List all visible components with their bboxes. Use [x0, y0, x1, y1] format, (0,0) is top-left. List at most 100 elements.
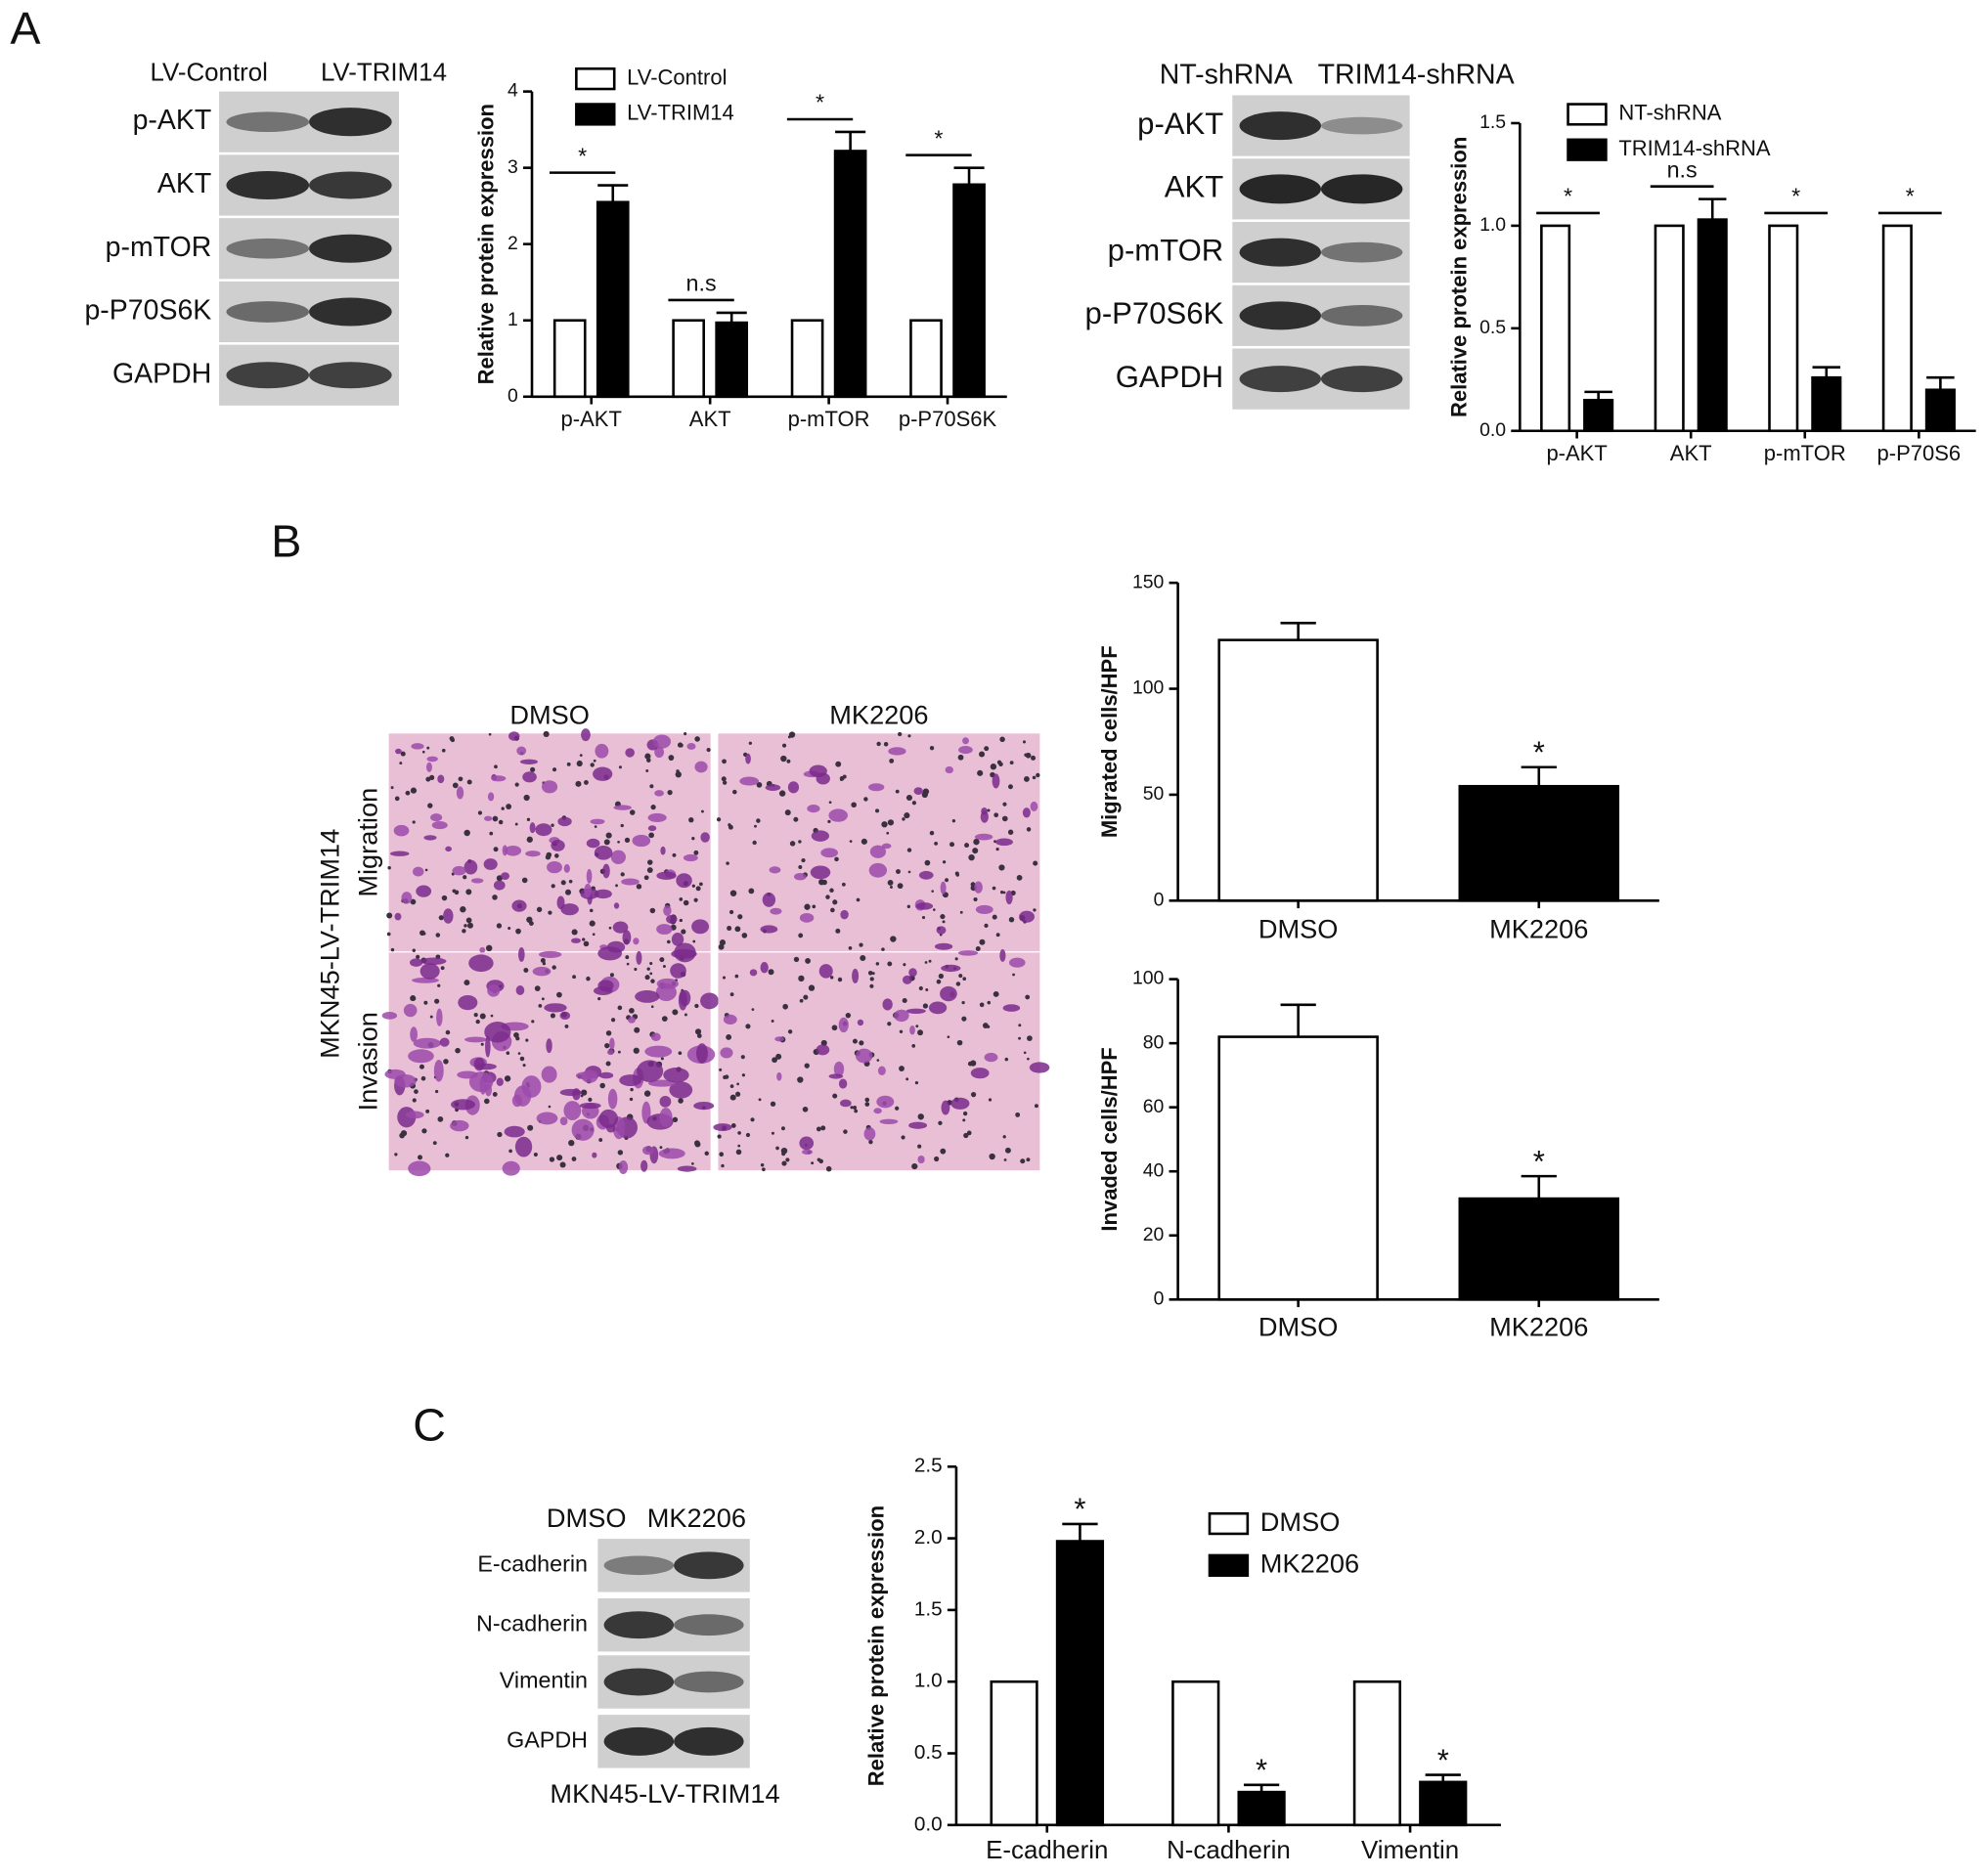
pore	[506, 1051, 510, 1055]
pore	[726, 1034, 732, 1040]
pore	[724, 1074, 729, 1079]
blot-band	[226, 238, 310, 259]
y-tick-label: 60	[1143, 1096, 1165, 1117]
blot-row-label: E-cadherin	[477, 1550, 588, 1576]
pore	[905, 794, 912, 802]
pore	[798, 865, 803, 869]
bar	[1540, 224, 1571, 433]
cell	[999, 948, 1006, 962]
cell	[656, 871, 677, 880]
pore	[962, 977, 967, 982]
micrograph	[388, 733, 711, 952]
cell	[436, 1008, 443, 1026]
pore	[545, 854, 552, 860]
pore	[883, 742, 889, 747]
pore	[463, 924, 467, 928]
cell	[411, 743, 424, 750]
pore	[793, 816, 799, 822]
pore	[489, 831, 494, 836]
pore	[748, 741, 753, 745]
blot-band	[674, 1726, 744, 1756]
pore	[918, 985, 923, 991]
pore	[684, 1013, 687, 1017]
pore	[728, 824, 733, 830]
cell	[868, 862, 888, 878]
pore	[929, 746, 935, 751]
pore	[728, 909, 734, 915]
pore	[834, 856, 839, 862]
cell	[713, 1123, 732, 1132]
pore	[752, 840, 757, 846]
pore	[940, 913, 946, 920]
pore	[1032, 775, 1037, 780]
pore	[886, 831, 890, 835]
pore	[615, 884, 618, 888]
cell	[408, 1049, 434, 1064]
pore	[964, 843, 969, 849]
pore	[719, 1152, 725, 1157]
pore	[581, 1089, 588, 1096]
pore	[604, 1042, 610, 1049]
y-tick-label: 20	[1143, 1224, 1165, 1245]
cell	[389, 851, 410, 856]
cell	[762, 893, 776, 907]
pore	[630, 1087, 634, 1092]
pore	[437, 983, 441, 987]
y-tick-label: 0	[1154, 889, 1165, 910]
pore	[732, 789, 737, 795]
pore	[694, 1028, 702, 1035]
pore	[718, 943, 725, 950]
cell	[888, 747, 906, 756]
pore	[414, 1089, 419, 1094]
cell	[807, 805, 820, 813]
pore	[1031, 755, 1037, 761]
cell	[535, 823, 552, 837]
pore	[529, 921, 534, 926]
pore	[432, 1141, 437, 1146]
pore	[551, 884, 555, 889]
cell	[749, 969, 758, 977]
legend-swatch	[1567, 138, 1608, 161]
cell	[613, 805, 632, 810]
pore	[730, 1123, 736, 1128]
pore	[737, 1131, 741, 1135]
pore	[684, 732, 687, 736]
pore	[617, 1005, 623, 1011]
pore	[785, 1157, 790, 1162]
pore	[588, 1097, 593, 1102]
blot-row-label: GAPDH	[507, 1727, 588, 1753]
pore	[993, 812, 999, 818]
pore	[617, 1050, 621, 1054]
pore	[394, 796, 400, 802]
blot-band	[1320, 241, 1403, 263]
pore	[617, 840, 620, 844]
pore	[400, 1130, 408, 1137]
pore	[897, 883, 904, 890]
cell	[581, 728, 591, 742]
blot-band	[1239, 366, 1321, 393]
cell	[483, 858, 498, 870]
cell	[693, 1101, 715, 1111]
cell	[393, 824, 410, 837]
pore	[394, 1153, 398, 1156]
blot-column-label: LV-Control	[151, 59, 268, 86]
cell	[437, 774, 445, 784]
pore	[811, 1161, 815, 1165]
pore	[526, 836, 533, 843]
cell	[723, 1014, 737, 1025]
cell	[425, 762, 432, 772]
pore	[984, 746, 990, 752]
pore	[876, 1059, 880, 1062]
pore	[984, 923, 989, 928]
pore	[775, 1053, 782, 1060]
pore	[425, 1109, 430, 1113]
pore	[841, 882, 846, 887]
cell	[941, 964, 961, 973]
pore	[666, 939, 671, 944]
blot-column-label: MK2206	[647, 1503, 746, 1533]
cell	[420, 957, 447, 965]
cell	[431, 821, 448, 830]
cell	[908, 968, 917, 978]
y-tick-label: 0	[1154, 1287, 1165, 1309]
